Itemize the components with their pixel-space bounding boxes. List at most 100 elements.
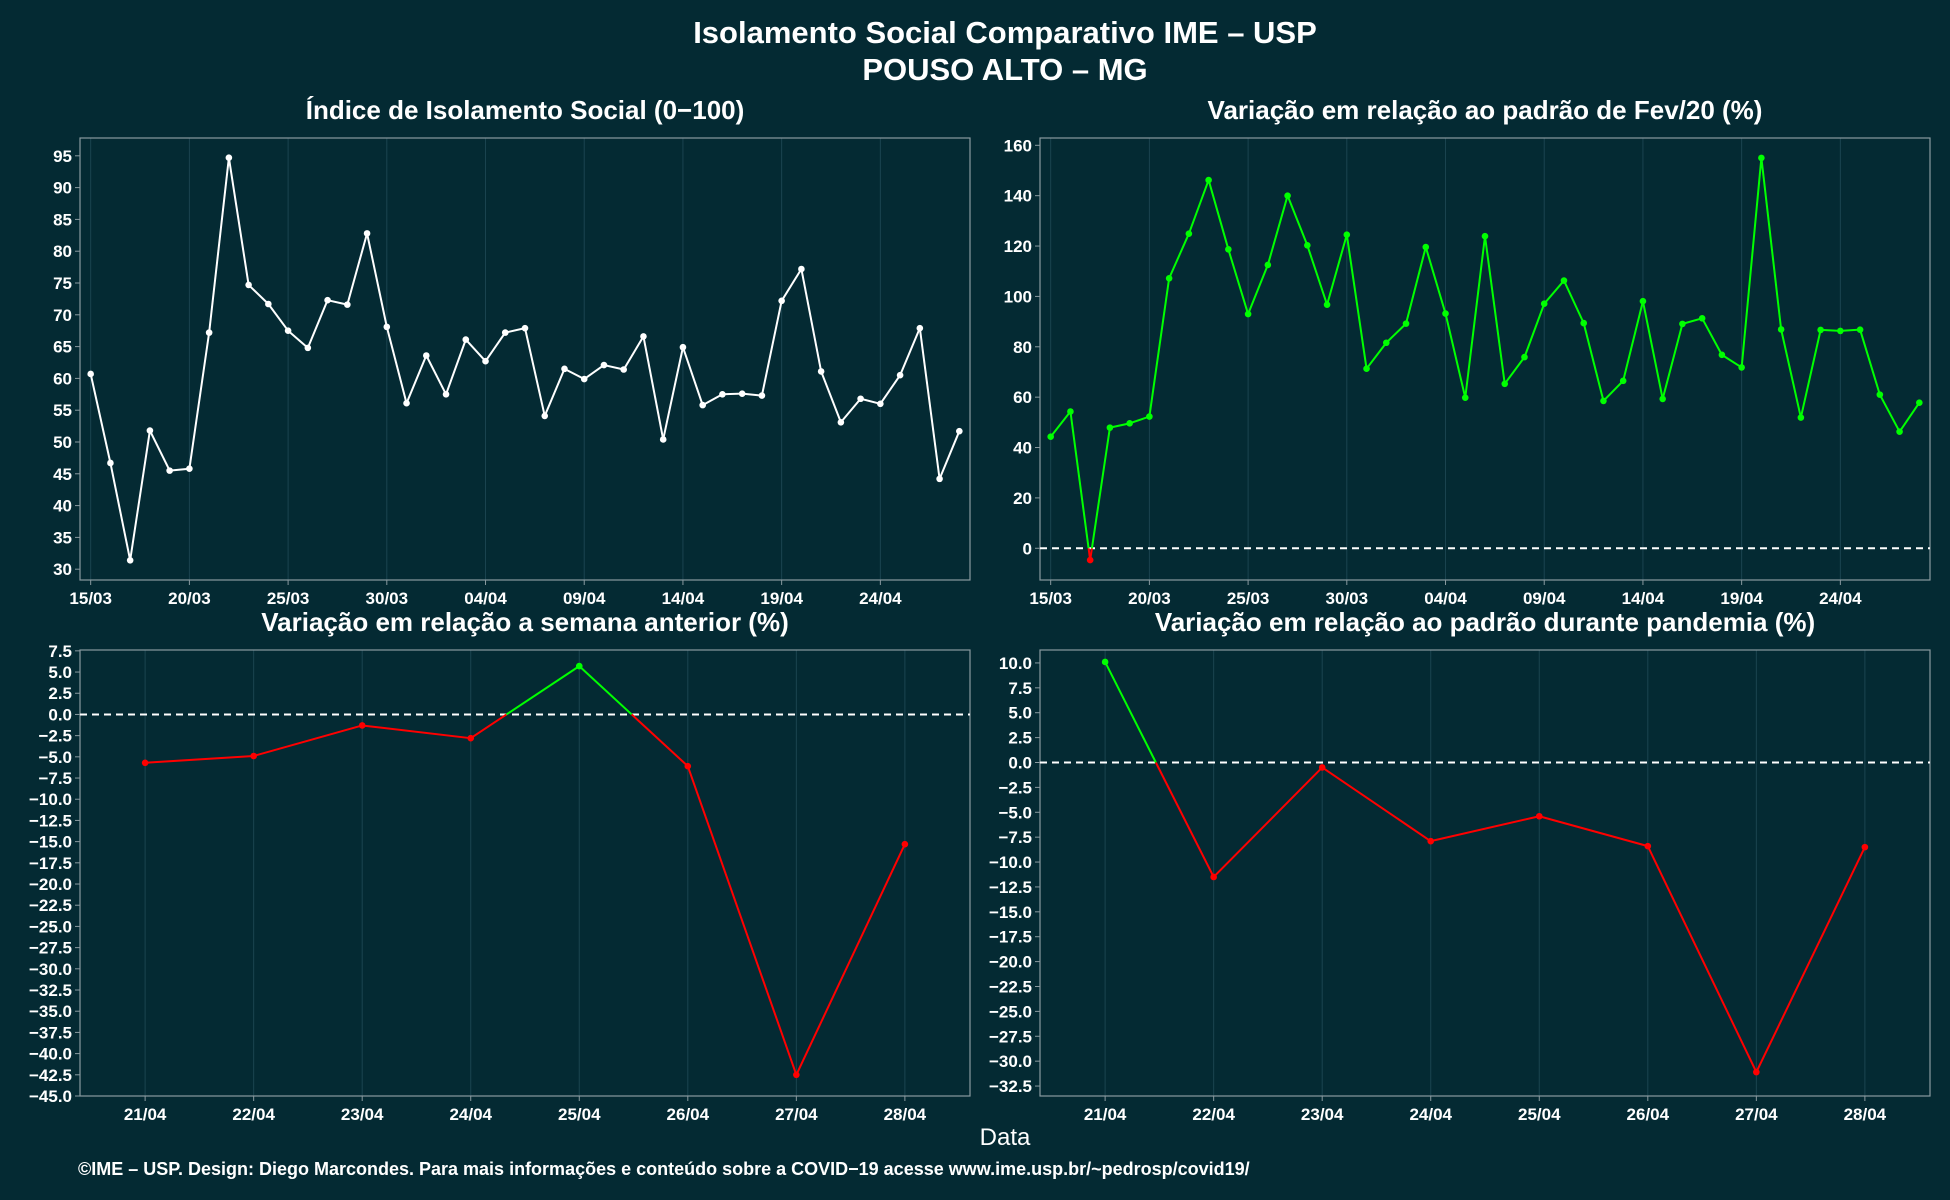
series-line-segment <box>879 374 901 405</box>
x-axis-label: Data <box>980 1124 1031 1151</box>
data-point <box>684 762 692 770</box>
data-point <box>1644 842 1652 850</box>
y-tick-label: −30.0 <box>29 960 72 979</box>
y-tick-label: 45 <box>53 465 72 484</box>
series-line-segment <box>1898 402 1921 433</box>
y-tick-label: −25.0 <box>989 1002 1032 1021</box>
series-line-segment <box>543 368 566 417</box>
series-line-segment <box>1464 236 1486 398</box>
plot-frame <box>79 649 971 1097</box>
y-tick-label: −42.5 <box>29 1066 72 1085</box>
series-line-segment <box>505 327 526 334</box>
y-tick-label: 60 <box>1013 388 1032 407</box>
series-line-segment <box>1646 845 1758 1073</box>
data-point <box>442 390 450 398</box>
series-line-segment <box>1345 234 1368 369</box>
data-point <box>1916 399 1923 406</box>
y-tick-label: −45.0 <box>29 1087 72 1106</box>
series-line-segment <box>227 157 250 286</box>
series-line-segment <box>1069 411 1090 549</box>
series-line-segment <box>306 299 329 349</box>
data-point <box>1284 192 1291 199</box>
data-point <box>561 365 568 373</box>
series-line-segment <box>524 327 546 417</box>
y-tick-label: 60 <box>53 369 72 388</box>
series-line-segment <box>253 724 363 757</box>
y-tick-label: −12.5 <box>989 878 1032 897</box>
data-point <box>877 400 884 408</box>
y-tick-label: −22.5 <box>29 896 72 915</box>
data-point <box>1086 556 1094 564</box>
data-point <box>1442 310 1449 317</box>
series-line-segment <box>622 335 645 371</box>
x-tick-label: 22/04 <box>232 1105 275 1124</box>
series-line-segment <box>149 430 171 472</box>
series-line-segment <box>405 355 428 404</box>
series-line-segment <box>470 713 508 740</box>
plot-frame <box>1039 137 1931 581</box>
x-tick-label: 28/04 <box>884 1105 927 1124</box>
x-tick-label: 19/04 <box>1720 589 1763 608</box>
series-line-segment <box>1365 342 1388 370</box>
series-line-segment <box>578 665 633 716</box>
data-point <box>1535 812 1543 820</box>
data-point <box>1861 843 1869 851</box>
data-point <box>1758 154 1765 162</box>
y-tick-label: 90 <box>53 179 72 198</box>
y-tick-label: 0.0 <box>1008 753 1032 772</box>
x-tick-label: 24/04 <box>1409 1105 1452 1124</box>
series-line-segment <box>145 754 254 764</box>
series-line-segment <box>1090 427 1111 549</box>
series-line-segment <box>129 430 151 561</box>
x-tick-label: 24/04 <box>859 589 902 608</box>
series-line-segment <box>860 397 881 405</box>
x-tick-label: 20/03 <box>168 589 211 608</box>
data-point <box>1146 413 1153 420</box>
series-line-segment <box>1878 394 1901 433</box>
series-line-segment <box>564 367 585 380</box>
x-tick-label: 20/03 <box>1128 589 1171 608</box>
series-line-segment <box>1755 846 1866 1073</box>
chart-panels: Índice de Isolamento Social (0−100) 30 35 4… <box>29 95 1931 1124</box>
x-tick-label: 04/04 <box>464 589 507 608</box>
series-line-segment <box>795 843 906 1076</box>
x-tick-label: 15/03 <box>1029 589 1072 608</box>
data-point <box>1501 380 1509 388</box>
data-point <box>719 390 726 398</box>
y-tick-label: −5.0 <box>38 748 72 767</box>
y-tick-label: −40.0 <box>29 1045 72 1064</box>
data-point <box>1560 277 1568 284</box>
data-point <box>817 368 825 375</box>
y-tick-label: −17.5 <box>29 854 72 873</box>
data-point <box>1422 243 1430 251</box>
data-point <box>901 840 909 848</box>
data-point <box>1067 408 1074 415</box>
y-tick-label: 10.0 <box>999 654 1032 673</box>
series-line-segment <box>465 338 487 362</box>
series-line-segment <box>1129 415 1150 425</box>
data-point <box>1698 315 1706 322</box>
y-tick-label: 7.5 <box>48 642 72 661</box>
x-tick-label: 26/04 <box>667 1105 710 1124</box>
y-tick-label: −10.0 <box>29 790 72 809</box>
series-line-segment <box>1484 236 1506 384</box>
series-line-segment <box>1622 300 1644 382</box>
x-tick-label: 21/04 <box>1084 1105 1127 1124</box>
data-point <box>250 752 257 760</box>
data-point <box>1521 353 1528 361</box>
data-point <box>521 324 529 332</box>
y-tick-label: −35.0 <box>29 1002 72 1021</box>
y-tick-label: −37.5 <box>29 1023 72 1042</box>
series-line-segment <box>109 462 132 561</box>
data-point <box>1481 232 1489 240</box>
data-point <box>1106 424 1114 431</box>
series-line-segment <box>188 332 211 469</box>
chart-panel-4: Variação em relação ao padrão durante pa… <box>989 607 1931 1124</box>
data-point <box>141 759 149 767</box>
series-line-segment <box>346 233 369 305</box>
series-line-segment <box>1430 815 1540 843</box>
y-tick-label: 20 <box>1013 489 1032 508</box>
data-point <box>1402 320 1410 327</box>
series-line-segment <box>1207 179 1230 250</box>
